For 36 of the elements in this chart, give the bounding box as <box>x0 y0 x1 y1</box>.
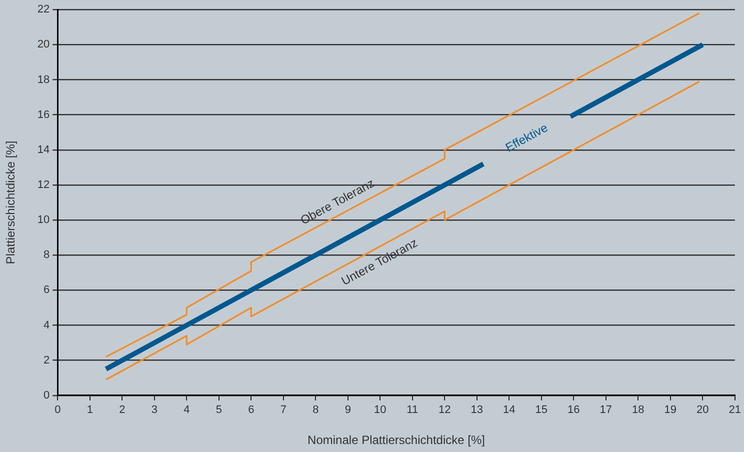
y-tick-label: 10 <box>37 214 50 226</box>
x-tick-label: 10 <box>374 404 386 416</box>
x-tick-label: 19 <box>664 404 677 416</box>
x-tick-label: 0 <box>54 404 61 416</box>
y-tick-label: 4 <box>44 319 50 332</box>
x-tick-label: 20 <box>696 404 709 416</box>
x-tick-label: 14 <box>503 404 516 416</box>
y-tick-label: 20 <box>37 38 50 51</box>
y-axis-title: Plattierschichtdicke [%] <box>4 140 18 264</box>
y-tick-label: 16 <box>37 108 50 121</box>
x-tick-label: 21 <box>728 404 742 416</box>
x-tick-label: 9 <box>344 404 351 416</box>
x-tick-label: 4 <box>184 404 190 416</box>
x-tick-label: 15 <box>535 404 548 416</box>
x-tick-label: 18 <box>632 404 644 416</box>
x-tick-label: 11 <box>406 404 418 416</box>
x-tick-label: 16 <box>568 404 580 416</box>
x-tick-label: 13 <box>470 404 484 416</box>
y-tick-label: 6 <box>44 284 50 296</box>
x-tick-label: 8 <box>312 404 319 416</box>
x-tick-label: 12 <box>438 404 451 416</box>
x-tick-label: 17 <box>600 404 612 416</box>
x-tick-label: 5 <box>216 404 222 416</box>
x-tick-label: 2 <box>119 404 126 416</box>
y-tick-label: 0 <box>44 389 50 402</box>
y-tick-label: 14 <box>37 144 50 156</box>
y-tick-label: 2 <box>44 354 50 366</box>
x-tick-label: 6 <box>248 404 254 416</box>
y-tick-label: 18 <box>37 74 50 86</box>
y-tick-label: 8 <box>44 249 50 262</box>
x-tick-label: 3 <box>151 404 158 416</box>
y-tick-label: 12 <box>37 178 50 191</box>
x-axis-title: Nominale Plattierschichtdicke [%] <box>308 433 485 448</box>
x-tick-label: 7 <box>280 404 286 416</box>
x-tick-label: 1 <box>86 404 93 416</box>
y-tick-label: 22 <box>37 4 50 16</box>
